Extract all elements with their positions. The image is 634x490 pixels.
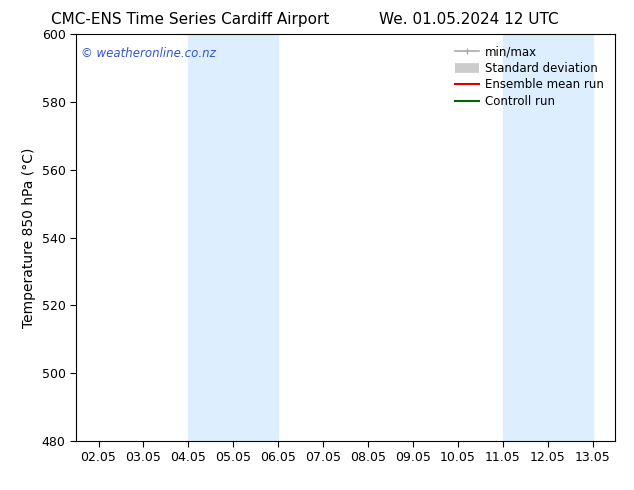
Text: CMC-ENS Time Series Cardiff Airport: CMC-ENS Time Series Cardiff Airport [51,12,330,27]
Legend: min/max, Standard deviation, Ensemble mean run, Controll run: min/max, Standard deviation, Ensemble me… [451,41,609,113]
Bar [188,34,278,441]
Bar [503,34,593,441]
Text: © weatheronline.co.nz: © weatheronline.co.nz [81,47,216,59]
Y-axis label: Temperature 850 hPa (°C): Temperature 850 hPa (°C) [22,147,36,328]
Text: We. 01.05.2024 12 UTC: We. 01.05.2024 12 UTC [379,12,559,27]
